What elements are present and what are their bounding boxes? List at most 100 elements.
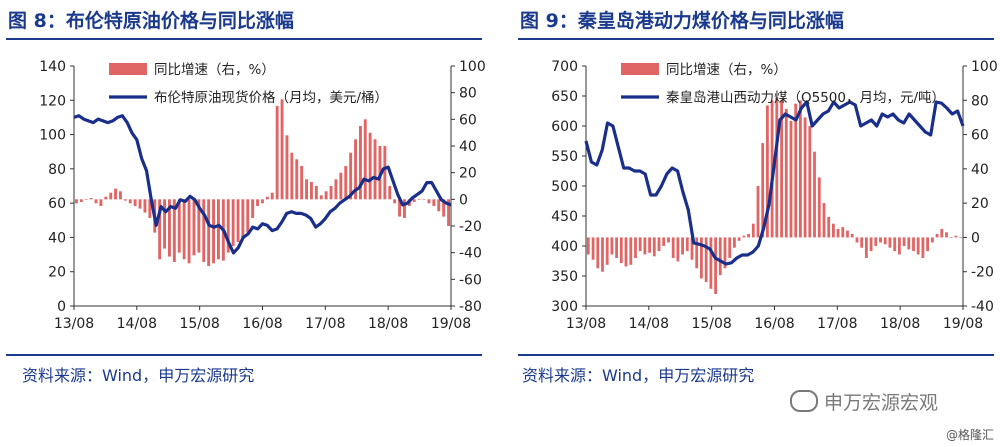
brent-yoy-bar	[275, 106, 279, 200]
coal-x-tick-label: 14/08	[629, 316, 669, 332]
brent-yoy-bar	[344, 166, 348, 200]
coal-yoy-bar	[586, 237, 590, 255]
brent-yoy-bar	[383, 146, 387, 200]
coal-yoy-bar	[940, 228, 944, 238]
coal-yoy-bar	[657, 237, 661, 252]
panel-1-title: 图 8：布伦特原油价格与同比涨幅	[8, 10, 294, 32]
coal-yoy-bar	[714, 237, 717, 294]
brent-yoy-bar	[109, 192, 113, 200]
coal-left-tick-label: 700	[551, 59, 578, 75]
coal-yoy-bar	[685, 237, 689, 252]
brent-x-tick-label: 18/08	[368, 316, 408, 332]
brent-yoy-bar	[261, 199, 264, 204]
coal-yoy-bar	[761, 143, 765, 238]
coal-yoy-bar	[822, 203, 826, 238]
brent-yoy-bar	[99, 199, 103, 206]
coal-yoy-bar	[860, 237, 864, 248]
panel-1-top-rule	[6, 38, 482, 40]
coal-x-tick-label: 19/08	[943, 316, 983, 332]
brent-yoy-bar	[182, 199, 186, 260]
coal-yoy-bar	[619, 237, 623, 264]
coal-yoy-bar	[704, 237, 708, 282]
corner-credit: @格隆汇	[945, 428, 994, 442]
brent-yoy-bar	[236, 199, 240, 242]
coal-yoy-bar	[912, 237, 915, 252]
brent-yoy-bar	[231, 199, 235, 246]
brent-x-tick-label: 14/08	[117, 316, 157, 332]
coal-yoy-bar	[888, 237, 892, 248]
coal-yoy-bar	[945, 232, 948, 238]
coal-left-tick-label: 450	[551, 209, 578, 225]
coal-yoy-bar	[855, 237, 859, 243]
coal-yoy-bar	[723, 237, 727, 269]
watermark: 申万宏源宏观	[790, 388, 938, 415]
brent-legend-line-label: 布伦特原油现货价格（月均，美元/桶）	[154, 89, 388, 106]
brent-yoy-bar	[373, 139, 377, 200]
brent-yoy-bar	[207, 199, 211, 266]
brent-left-tick-label: 0	[57, 299, 66, 315]
coal-yoy-bar	[883, 237, 887, 245]
coal-left-tick-label: 350	[551, 269, 578, 285]
brent-yoy-bar	[163, 199, 166, 249]
brent-yoy-bar	[427, 199, 431, 204]
brent-left-tick-label: 80	[48, 162, 66, 178]
brent-yoy-bar	[349, 152, 353, 200]
brent-yoy-bar	[300, 166, 304, 200]
coal-price-line	[584, 100, 965, 266]
brent-left-tick-label: 40	[48, 230, 66, 246]
coal-yoy-bar	[916, 237, 920, 255]
coal-yoy-bar	[610, 237, 614, 255]
coal-yoy-bar	[775, 96, 779, 238]
brent-yoy-bar	[172, 199, 176, 262]
coal-yoy-bar	[629, 237, 633, 265]
coal-chart: 300 350 400 450 500 550 600 650 700 -40 -20 0 20 40 60…	[551, 59, 997, 332]
brent-right-tick-label: 20	[459, 166, 477, 182]
coal-yoy-bar	[789, 120, 793, 238]
coal-yoy-bar	[926, 237, 929, 252]
coal-yoy-bar	[596, 237, 600, 269]
brent-price-line	[73, 114, 452, 255]
coal-right-tick-label: -40	[971, 299, 994, 315]
coal-yoy-bar	[690, 237, 694, 260]
coal-right-tick-label: 40	[971, 162, 989, 178]
brent-yoy-bar	[329, 186, 333, 200]
brent-left-tick-label: 120	[39, 93, 66, 109]
brent-yoy-bar	[310, 182, 313, 200]
panel-2-title: 图 9：秦皇岛港动力煤价格与同比涨幅	[520, 10, 844, 32]
coal-yoy-bar	[898, 237, 901, 255]
coal-x-tick-label: 17/08	[817, 316, 857, 332]
coal-yoy-bar	[902, 237, 906, 246]
brent-yoy-bar	[246, 199, 250, 233]
brent-chart: 0 20 40 60 80 100 120 140 -80 -60 -40 -20 0 20 40 60 80 1…	[39, 59, 485, 332]
brent-yoy-bar	[270, 192, 274, 200]
coal-yoy-bar	[624, 237, 628, 267]
coal-yoy-bar	[799, 100, 802, 238]
brent-left-tick-label: 60	[48, 196, 66, 212]
coal-yoy-bar	[648, 237, 651, 253]
coal-right-tick-label: 0	[971, 230, 980, 246]
brent-yoy-bar	[363, 119, 367, 200]
coal-yoy-bar	[601, 237, 604, 272]
brent-yoy-bar	[123, 199, 127, 201]
coal-yoy-bar	[921, 237, 925, 258]
brent-right-tick-label: -80	[459, 299, 482, 315]
wechat-icon	[790, 390, 818, 412]
coal-yoy-bar	[959, 237, 962, 238]
brent-legend-bar-swatch	[109, 63, 147, 75]
panel-1-source: 资料来源：Wind，申万宏源研究	[22, 366, 255, 385]
brent-yoy-bar	[133, 199, 137, 206]
coal-left-tick-label: 300	[551, 299, 578, 315]
coal-right-tick-label: 20	[971, 196, 989, 212]
coal-yoy-bar	[808, 126, 812, 238]
coal-yoy-bar	[841, 227, 845, 238]
coal-yoy-bar	[766, 105, 769, 238]
brent-yoy-bar	[354, 139, 357, 200]
coal-yoy-bar	[700, 237, 703, 279]
coal-right-tick-label: -20	[971, 265, 994, 281]
brent-yoy-bar	[314, 186, 318, 200]
brent-yoy-bar	[79, 199, 83, 202]
coal-yoy-bar	[836, 228, 840, 238]
brent-x-tick-label: 16/08	[242, 316, 282, 332]
coal-yoy-bar	[756, 186, 760, 238]
brent-yoy-bar	[119, 191, 122, 200]
